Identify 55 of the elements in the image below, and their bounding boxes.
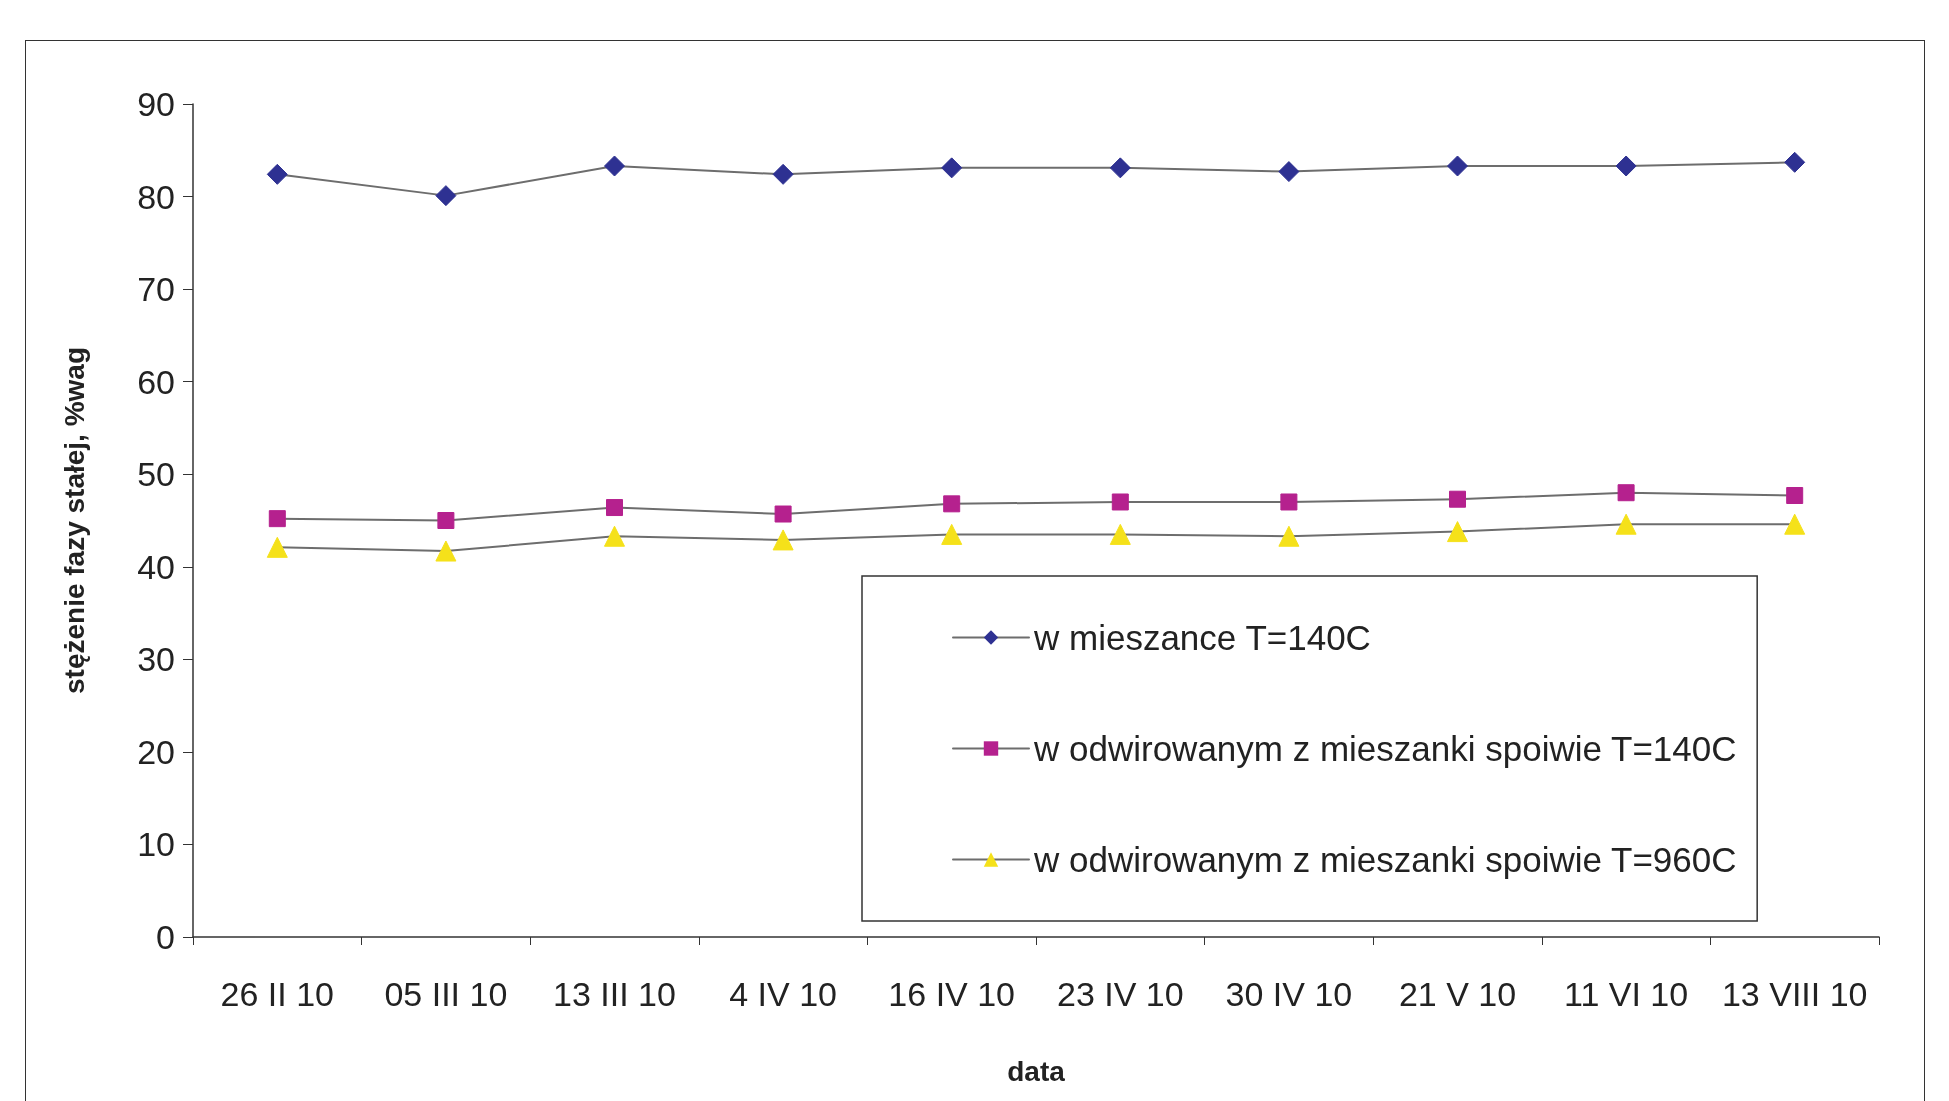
point [1615,513,1637,535]
point [1449,490,1466,508]
point [437,512,455,529]
point [604,525,625,547]
point [1111,493,1129,511]
y-tick-label: 30 [137,640,175,679]
y-tick-label: 0 [156,918,175,956]
point [1447,521,1468,543]
x-tick-label: 26 II 10 [220,975,335,1013]
x-tick-label: 30 IV 10 [1225,975,1353,1013]
point [266,163,288,185]
x-tick-label: 13 III 10 [553,975,676,1013]
legend-label: w mieszance T=140C [1033,618,1371,657]
y-tick-label: 90 [137,85,175,123]
point [1447,155,1468,177]
y-tick-label: 40 [137,547,175,586]
x-tick-label: 21 V 10 [1398,975,1517,1013]
y-tick-label: 20 [137,732,175,771]
x-tick-label: 4 IV 10 [729,975,837,1013]
x-tick-label: 16 IV 10 [888,975,1016,1013]
legend-label: w odwirowanym z mieszanki spoiwie T=960C [1033,840,1737,879]
y-tick-label: 70 [137,270,175,309]
x-tick-label: 13 VIII 10 [1721,975,1868,1013]
point [941,157,963,179]
point [943,495,961,513]
point [1278,161,1300,183]
x-tick-label: 11 VI 10 [1564,975,1689,1013]
y-tick-label: 50 [137,455,175,494]
y-tick-label: 80 [137,177,175,216]
point [1617,484,1635,502]
x-tick-label: 05 III 10 [384,975,508,1013]
point [1784,151,1806,173]
point [1278,525,1300,547]
point [266,536,288,558]
point [606,499,623,517]
point [1786,487,1804,505]
point [268,510,286,528]
y-tick-label: 60 [137,362,175,401]
y-axis-title: stężenie fazy stałej, %wag [58,346,90,695]
point [435,540,457,562]
point [772,163,794,185]
point [1784,513,1806,535]
point [435,185,457,207]
x-axis-title: data [1007,1055,1066,1087]
legend-label: w odwirowanym z mieszanki spoiwie T=140C [1033,729,1737,768]
point [1109,157,1131,179]
y-tick-label: 10 [137,825,175,864]
point [604,155,625,177]
point [1615,155,1637,177]
point [772,529,794,551]
point [941,523,963,545]
x-tick-label: 23 IV 10 [1056,975,1184,1013]
point [774,505,792,523]
point [1109,523,1131,545]
point [1280,493,1298,511]
